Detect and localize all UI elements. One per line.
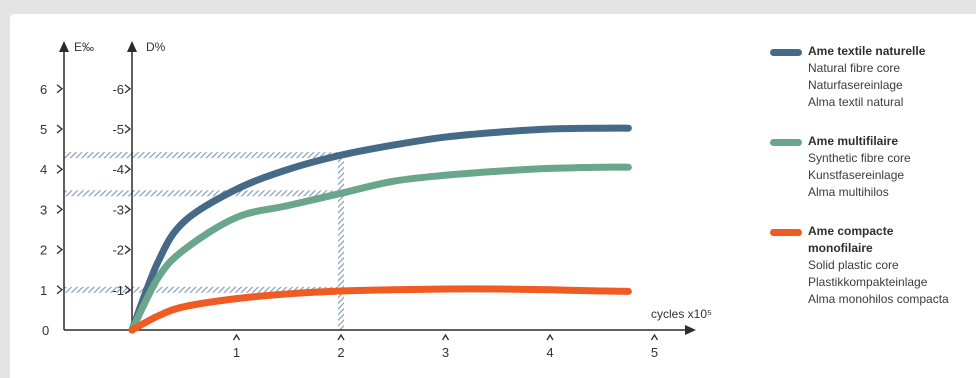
reference-band-1 bbox=[64, 152, 341, 159]
right-tick-mark bbox=[124, 285, 132, 295]
x-tick-label: 3 bbox=[442, 345, 449, 360]
left-tick-label: 1 bbox=[40, 283, 47, 298]
left-tick-label: 0 bbox=[42, 323, 49, 338]
x-tick-mark bbox=[546, 333, 554, 341]
right-tick-mark bbox=[124, 164, 132, 174]
right-tick-mark bbox=[124, 84, 132, 94]
x-tick-mark bbox=[441, 333, 450, 341]
left-tick-mark bbox=[56, 285, 64, 295]
left-tick-mark bbox=[56, 124, 64, 134]
series-monofilament-line bbox=[128, 285, 632, 334]
right-tick-mark bbox=[124, 204, 132, 214]
left-axis-arrow bbox=[59, 41, 69, 52]
x-tick-label: 5 bbox=[651, 345, 658, 360]
legend-line-natural-en: Natural fibre core bbox=[808, 61, 901, 75]
right-tick-label: -1 bbox=[112, 283, 124, 298]
left-tick-mark bbox=[56, 204, 64, 214]
x-tick-mark bbox=[650, 333, 659, 341]
legend-item-multifilament: Ame multifilaire Synthetic fibre core Ku… bbox=[770, 133, 976, 201]
right-axis-label: D% bbox=[146, 40, 166, 54]
legend-title-monofilament: Ame compacte monofilaire bbox=[808, 223, 976, 257]
legend-title-natural: Ame textile naturelle bbox=[808, 44, 926, 58]
legend-title-multifilament: Ame multifilaire bbox=[808, 134, 899, 148]
right-tick-label: -2 bbox=[112, 243, 124, 258]
legend-swatch-monofilament bbox=[770, 229, 802, 236]
legend-line-monofilament-en: Solid plastic core bbox=[808, 258, 899, 272]
chart-svg: E‰ D% cycles x10⁵ 0 1 2 3 4 5 6 -1 -2 -3 -4 -5 -6 1 2 3 4 5 bbox=[40, 40, 712, 360]
right-axis-arrow bbox=[127, 41, 137, 52]
x-tick-label: 2 bbox=[337, 345, 344, 360]
series-multifilament-line bbox=[128, 163, 632, 334]
chart-panel: E‰ D% cycles x10⁵ 0 1 2 3 4 5 6 -1 -2 -3 -4 -5 -6 1 2 3 4 5 … bbox=[10, 14, 976, 378]
series-natural-fibre-line bbox=[128, 124, 632, 334]
left-tick-label: 6 bbox=[40, 82, 47, 97]
legend-line-multifilament-de: Kunstfasereinlage bbox=[808, 168, 905, 182]
legend-swatch-multifilament bbox=[770, 139, 802, 146]
x-axis-label: cycles x10⁵ bbox=[651, 307, 712, 321]
left-tick-label: 3 bbox=[40, 202, 47, 217]
legend-line-natural-es: Alma textil natural bbox=[808, 95, 904, 109]
right-tick-mark bbox=[124, 124, 132, 134]
left-axis-label: E‰ bbox=[74, 40, 94, 54]
reference-band-3 bbox=[64, 286, 341, 293]
x-tick-mark bbox=[337, 333, 345, 341]
x-tick-label: 4 bbox=[546, 345, 553, 360]
left-tick-label: 5 bbox=[40, 122, 47, 137]
legend-title-monofilament-line2: monofilaire bbox=[808, 241, 873, 255]
right-tick-label: -5 bbox=[112, 122, 124, 137]
right-tick-label: -3 bbox=[112, 202, 124, 217]
legend-line-multifilament-en: Synthetic fibre core bbox=[808, 151, 911, 165]
reference-band-vertical bbox=[338, 155, 344, 330]
legend-line-natural-de: Naturfasereinlage bbox=[808, 78, 903, 92]
x-tick-label: 1 bbox=[233, 345, 240, 360]
left-tick-mark bbox=[56, 245, 64, 255]
right-tick-mark bbox=[124, 245, 132, 255]
left-tick-label: 2 bbox=[40, 243, 47, 258]
legend-line-monofilament-es: Alma monohilos compacta bbox=[808, 292, 949, 306]
legend-line-multifilament-es: Alma multihilos bbox=[808, 185, 889, 199]
legend-line-monofilament-de: Plastikkompakteinlage bbox=[808, 275, 928, 289]
legend-title-monofilament-line1: Ame compacte bbox=[808, 224, 894, 238]
reference-band-2 bbox=[64, 190, 341, 197]
legend-item-monofilament: Ame compacte monofilaire Solid plastic co… bbox=[770, 223, 976, 308]
x-tick-mark bbox=[232, 333, 241, 341]
left-tick-mark bbox=[56, 164, 64, 174]
right-tick-label: -6 bbox=[112, 82, 124, 97]
legend-item-natural: Ame textile naturelle Natural fibre core… bbox=[770, 43, 976, 111]
right-tick-label: -4 bbox=[112, 162, 124, 177]
x-axis-arrow bbox=[685, 325, 696, 335]
legend-swatch-natural bbox=[770, 49, 802, 56]
left-tick-mark bbox=[56, 84, 64, 94]
left-tick-label: 4 bbox=[40, 162, 47, 177]
